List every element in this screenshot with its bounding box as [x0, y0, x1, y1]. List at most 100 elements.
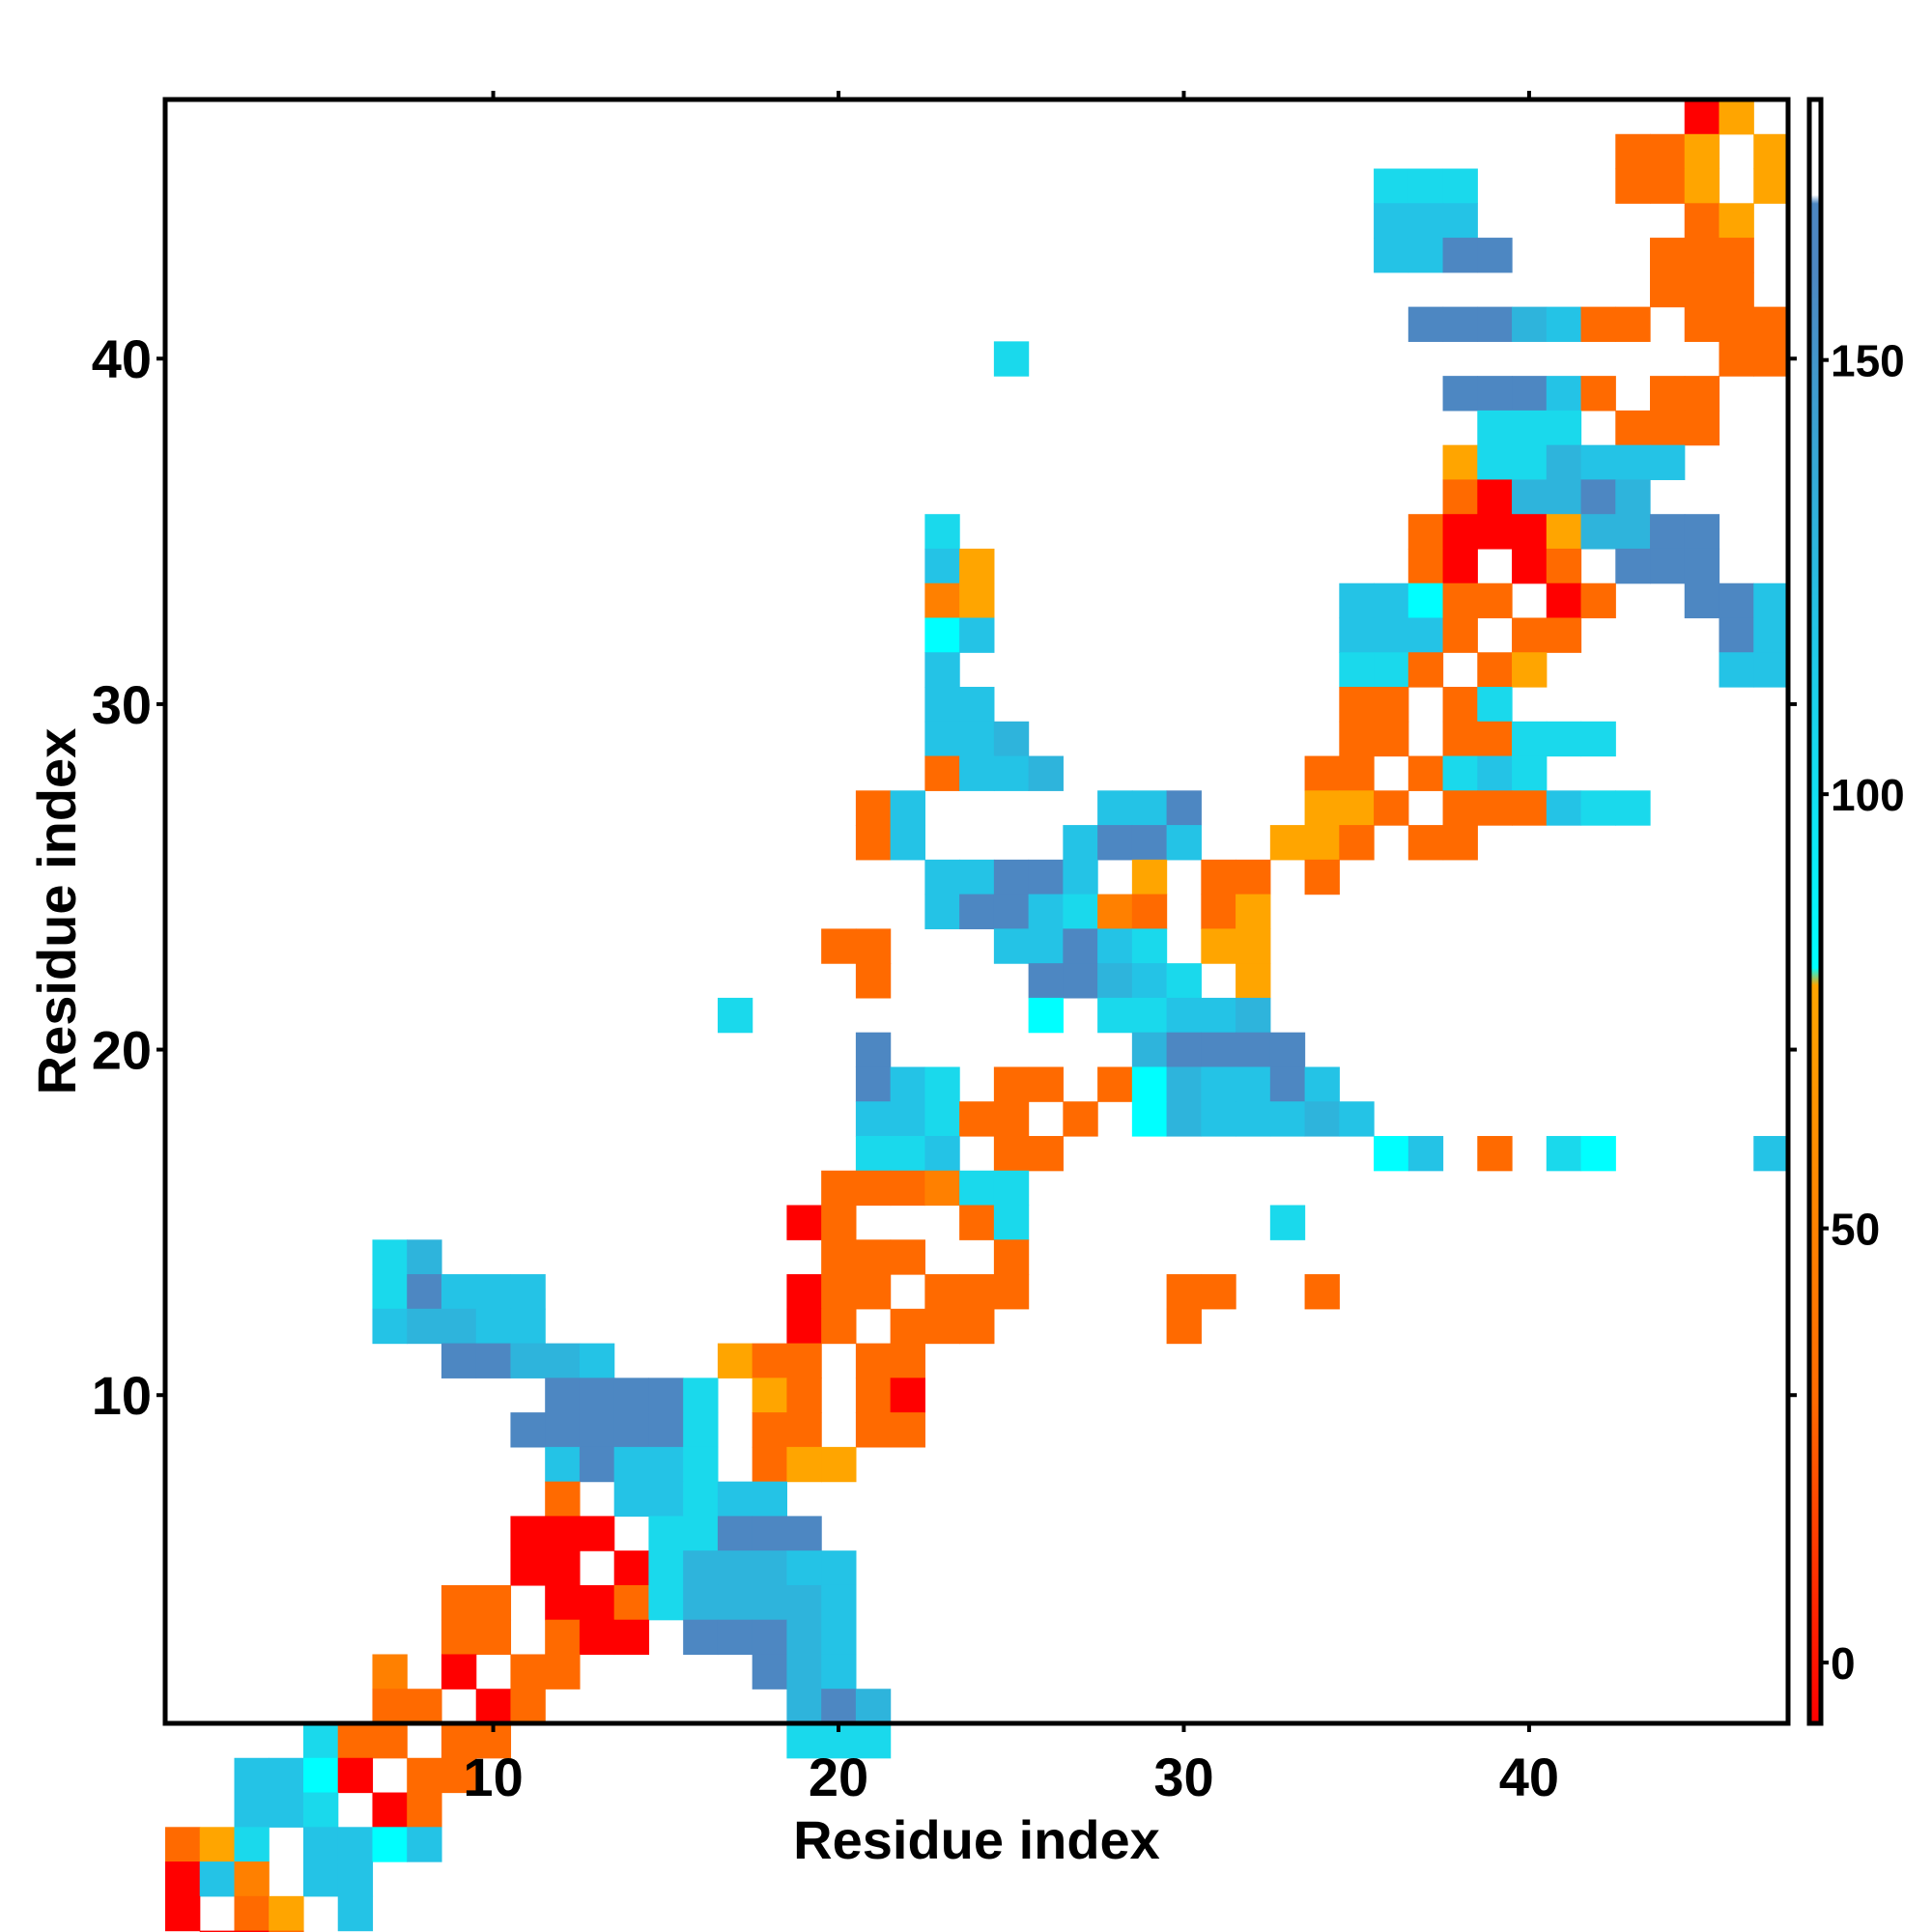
heatmap-cell [1719, 617, 1754, 653]
heatmap-cell [579, 1343, 615, 1378]
heatmap-cell [545, 1343, 581, 1378]
heatmap-cell [234, 1930, 270, 1932]
heatmap-cell [1719, 238, 1754, 273]
heatmap-cell [613, 1481, 650, 1518]
heatmap-cell [752, 1481, 788, 1518]
heatmap-cell [855, 1170, 892, 1207]
heatmap-cell [234, 1757, 270, 1794]
heatmap-cell [752, 1550, 788, 1586]
heatmap-cell [1615, 410, 1651, 446]
heatmap-cell [269, 1757, 304, 1794]
heatmap-cell [683, 1550, 719, 1586]
heatmap-cell [959, 617, 995, 653]
heatmap-cell [1650, 514, 1686, 550]
heatmap-cell [890, 1170, 925, 1207]
heatmap-cell [1028, 859, 1064, 895]
heatmap-cells [165, 99, 1789, 1932]
heatmap-cell [1684, 133, 1720, 170]
heatmap-cell [855, 1378, 892, 1413]
heatmap-cell [545, 1446, 581, 1483]
heatmap-cell [372, 1274, 408, 1310]
heatmap-cell [199, 1861, 236, 1897]
colorbar: 0 50 100 150 [1806, 97, 1905, 1726]
heatmap-cell [579, 1446, 615, 1483]
heatmap-cell [1407, 548, 1444, 584]
heatmap-cell [1477, 687, 1513, 723]
heatmap-cell [890, 1135, 925, 1172]
heatmap-cell [1374, 203, 1409, 239]
colorbar-tick-label: 50 [1831, 1205, 1880, 1255]
heatmap-cell [1097, 894, 1133, 929]
heatmap-cell [821, 1689, 857, 1724]
heatmap-cell [924, 755, 960, 791]
heatmap-cell [545, 1550, 581, 1586]
heatmap-cell [1512, 548, 1548, 584]
heatmap-cell [1512, 514, 1548, 550]
heatmap-cell [475, 1689, 512, 1724]
heatmap-cell [752, 1412, 788, 1448]
heatmap-cell [1339, 687, 1375, 723]
heatmap-cell [1097, 825, 1133, 861]
heatmap-cell [959, 1308, 995, 1345]
heatmap-cell [959, 894, 995, 929]
heatmap-cell [648, 1446, 684, 1483]
heatmap-cell [959, 721, 995, 757]
heatmap-cell [337, 1861, 374, 1897]
heatmap-cell [1684, 306, 1720, 342]
heatmap-cell [1615, 444, 1651, 481]
heatmap-cell [890, 1101, 925, 1137]
heatmap-cell [269, 1792, 304, 1828]
heatmap-cell [545, 1412, 581, 1448]
heatmap-cell [1269, 1205, 1306, 1240]
heatmap-cell [821, 1584, 857, 1621]
heatmap-cell [924, 617, 960, 653]
heatmap-cell [1269, 1101, 1306, 1137]
heatmap-cell [1097, 963, 1133, 999]
heatmap-cell [890, 1378, 925, 1413]
heatmap-cell [407, 1757, 442, 1794]
heatmap-cell [1097, 928, 1133, 964]
colorbar-gradient [1809, 99, 1821, 1723]
heatmap-cell [1684, 410, 1720, 446]
heatmap-cell [1546, 479, 1582, 515]
heatmap-cell [959, 1274, 995, 1310]
heatmap-cell [475, 1584, 512, 1621]
heatmap-cell [1131, 1066, 1168, 1102]
heatmap-cell [1236, 997, 1271, 1034]
heatmap-cell [1339, 582, 1375, 619]
axis-ticks [156, 91, 1797, 1732]
heatmap-cell [545, 1481, 581, 1518]
heatmap-cell [1166, 1101, 1202, 1137]
heatmap-cell [1166, 1032, 1202, 1068]
heatmap-cell [1684, 548, 1720, 584]
heatmap-cell [1684, 271, 1720, 308]
heatmap-cell [440, 1584, 477, 1621]
heatmap-cell [1131, 963, 1168, 999]
heatmap-cell [1650, 168, 1686, 204]
heatmap-cell [1407, 825, 1444, 861]
heatmap-cell [440, 1274, 477, 1310]
heatmap-cell [613, 1619, 650, 1656]
heatmap-cell [1753, 617, 1789, 653]
heatmap-cell [1512, 410, 1548, 446]
heatmap-cell [683, 1378, 719, 1413]
heatmap-cell [821, 1308, 857, 1345]
heatmap-cell [1166, 1066, 1202, 1102]
heatmap-cell [510, 1274, 546, 1310]
heatmap-cell [648, 1516, 684, 1551]
heatmap-cell [1131, 859, 1168, 895]
heatmap-cell [1512, 790, 1548, 826]
heatmap-cell [1477, 306, 1513, 342]
heatmap-cell [1684, 203, 1720, 239]
heatmap-cell [924, 1101, 960, 1137]
y-tick-label: 10 [92, 1365, 152, 1426]
heatmap-cell [1201, 1032, 1236, 1068]
colorbar-frame [1806, 97, 1824, 1726]
heatmap-cell [786, 1550, 822, 1586]
y-tick-label: 40 [92, 328, 152, 389]
heatmap-cell [717, 1481, 753, 1518]
heatmap-cell [752, 1654, 788, 1690]
heatmap-cell [752, 1619, 788, 1656]
heatmap-cell [1374, 1135, 1409, 1172]
